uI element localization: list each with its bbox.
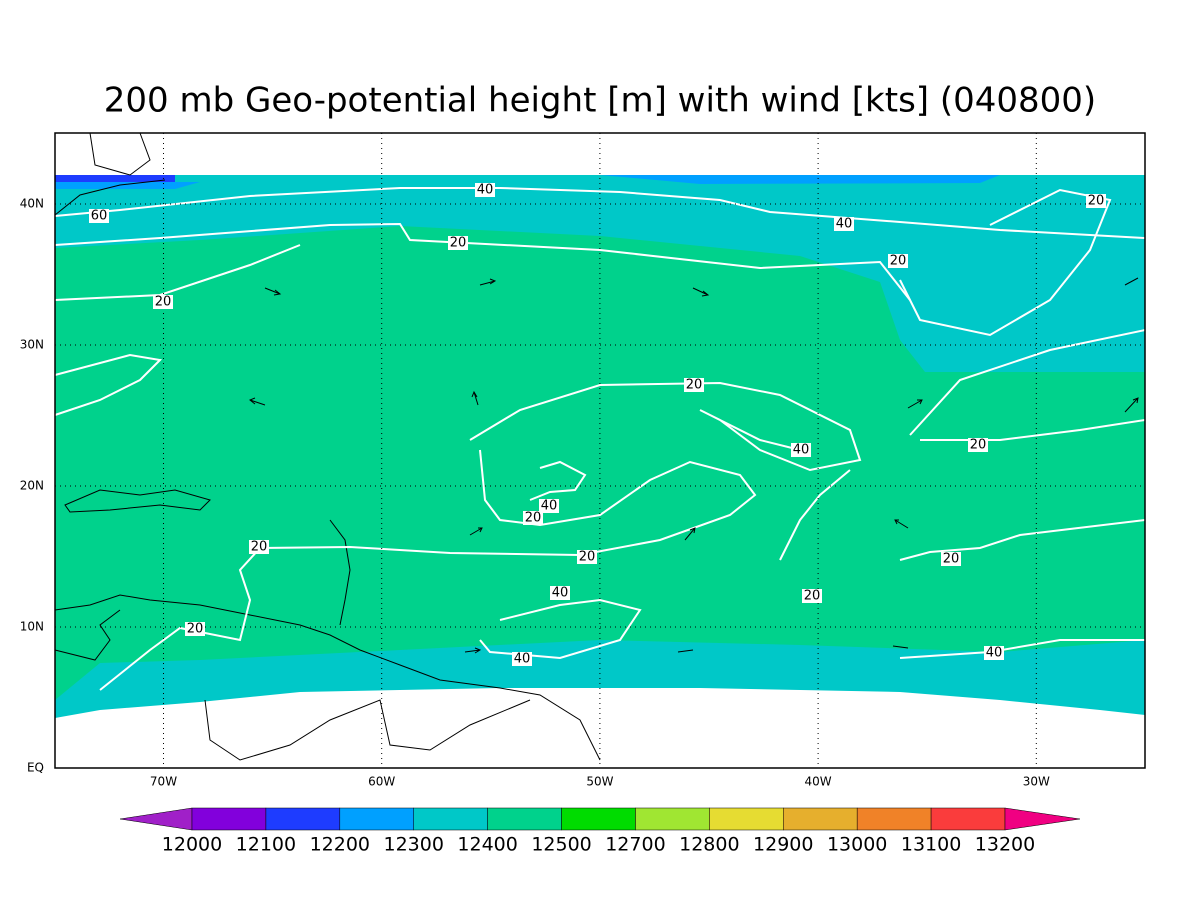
field-lightblue — [600, 175, 1000, 184]
contour-label-text: 60 — [91, 209, 108, 224]
contour-label-text: 40 — [514, 652, 531, 667]
contour-label: 20 — [577, 550, 597, 565]
colorbar-label: 13000 — [827, 834, 887, 856]
lat-label: 30N — [20, 338, 44, 352]
map-frame — [54, 132, 1146, 769]
contour-labels: 40 60 20 40 20 20 20 20 40 20 40 20 20 2… — [89, 183, 1106, 667]
contour-label-text: 20 — [1088, 194, 1105, 209]
colorbar-label: 12500 — [531, 834, 591, 856]
lon-label: 70W — [150, 775, 177, 789]
colorbar-box — [413, 807, 488, 831]
contour-label-text: 20 — [450, 236, 467, 251]
contour-label-text: 20 — [890, 254, 907, 269]
contour-label: 20 — [249, 540, 269, 555]
contour-label: 20 — [888, 254, 908, 269]
contour-label: 20 — [802, 589, 822, 604]
lat-label: 20N — [20, 479, 44, 493]
colorbar-box — [561, 807, 636, 831]
contour-label: 40 — [791, 443, 811, 458]
contour-label-text: 40 — [986, 646, 1003, 661]
contour-label-text: 20 — [579, 550, 596, 565]
lat-label: EQ — [27, 761, 44, 775]
contour-label-text: 40 — [836, 217, 853, 232]
contour-label: 20 — [684, 378, 704, 393]
colorbar-label: 12300 — [384, 834, 444, 856]
contour-label: 20 — [941, 552, 961, 567]
contour-label: 20 — [1086, 194, 1106, 209]
colorbar-label: 12900 — [753, 834, 813, 856]
contour-label: 40 — [550, 586, 570, 601]
contour-label-text: 40 — [793, 443, 810, 458]
contour-label-text: 20 — [251, 540, 268, 555]
contour-label-text: 20 — [525, 511, 542, 526]
contour-label-text: 20 — [804, 589, 821, 604]
contour-label: 20 — [448, 236, 468, 251]
colorbar-box — [191, 807, 267, 831]
contour-label-text: 40 — [541, 499, 558, 514]
lon-label: 50W — [586, 775, 613, 789]
colorbar-box — [783, 807, 858, 831]
contour-label: 40 — [834, 217, 854, 232]
contour-label: 20 — [968, 438, 988, 453]
title: 200 mb Geo-potential height [m] with win… — [104, 81, 1096, 121]
lon-label: 30W — [1023, 775, 1050, 789]
colorbar-box — [487, 807, 562, 831]
lon-label: 60W — [368, 775, 395, 789]
colorbar-label: 12100 — [236, 834, 296, 856]
contour-label: 60 — [89, 209, 109, 224]
contour-label: 40 — [512, 652, 532, 667]
contour-label: 20 — [153, 295, 173, 310]
lon-label: 40W — [805, 775, 832, 789]
contour-label-text: 20 — [970, 438, 987, 453]
colorbar-label: 12800 — [679, 834, 739, 856]
colorbar-label: 12000 — [162, 834, 222, 856]
contours — [54, 187, 1146, 691]
map: 40 60 20 40 20 20 20 20 40 20 40 20 20 2… — [54, 132, 1146, 769]
colorbar: 12000 12100 12200 12300 12400 12500 12700 12800… — [119, 807, 1081, 856]
coastlines — [54, 132, 601, 761]
colorbar-over — [1004, 807, 1081, 831]
colorbar-box — [709, 807, 784, 831]
contour-label: 40 — [539, 499, 559, 514]
colorbar-label: 13100 — [901, 834, 961, 856]
colorbar-box — [930, 807, 1006, 831]
lat-label: 10N — [20, 620, 44, 634]
colorbar-label: 12400 — [457, 834, 517, 856]
colorbar-under — [119, 807, 193, 831]
contour-label-text: 40 — [477, 183, 494, 198]
colorbar-label: 12200 — [310, 834, 370, 856]
colorbar-box — [339, 807, 414, 831]
contour-label: 40 — [984, 646, 1004, 661]
colorbar-box — [635, 807, 710, 831]
contour-label-text: 40 — [552, 586, 569, 601]
contour-label: 20 — [185, 622, 205, 637]
contour-label-text: 20 — [943, 552, 960, 567]
contour-label-text: 20 — [686, 378, 703, 393]
colorbar-box — [856, 807, 932, 831]
wind-arrows — [249, 277, 1139, 654]
contour-label: 20 — [523, 511, 543, 526]
contour-label-text: 20 — [155, 295, 172, 310]
colorbar-label: 13200 — [975, 834, 1035, 856]
grid — [55, 133, 1145, 768]
colorbar-label: 12700 — [605, 834, 665, 856]
lat-label: 40N — [20, 197, 44, 211]
field-lightblue — [55, 182, 200, 189]
colorbar-box — [265, 807, 341, 831]
contour-label: 40 — [475, 183, 495, 198]
contour-label-text: 20 — [187, 622, 204, 637]
